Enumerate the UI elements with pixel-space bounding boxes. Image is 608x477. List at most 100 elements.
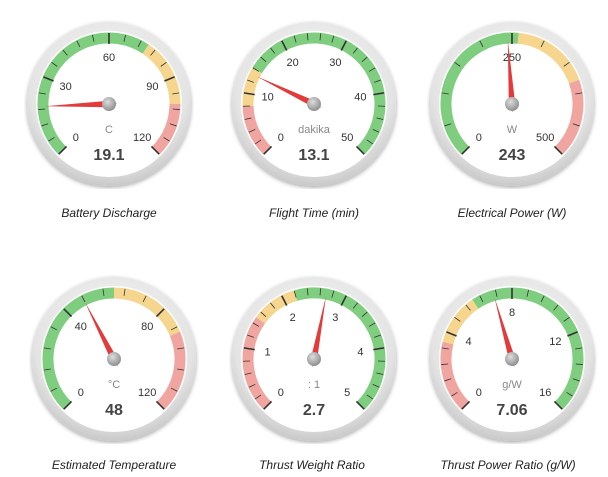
gauge-tick-label: 5	[344, 387, 350, 399]
gauge-title-thrust-weight-ratio: Thrust Weight Ratio	[259, 458, 365, 472]
gauge-value-readout: 7.06	[496, 402, 527, 419]
gauge-minor-tick	[293, 35, 297, 43]
gauge-needle	[310, 296, 326, 367]
gauge-hub	[307, 97, 321, 111]
gauge-tick-label: 0	[278, 387, 284, 399]
gauge-minor-tick	[376, 372, 384, 375]
gauge-needle	[494, 297, 516, 367]
gauge-minor-tick	[177, 347, 185, 350]
gauge-minor-tick	[331, 290, 335, 298]
gauge-tick-label: 90	[146, 81, 158, 93]
gauge-tick-label: 120	[133, 132, 151, 144]
gauge-minor-tick	[293, 290, 297, 298]
gauge-hub	[505, 352, 519, 366]
gauge-major-tick	[553, 400, 563, 410]
gauge-tick-label: 12	[549, 336, 561, 348]
gauge-minor-tick	[41, 123, 49, 127]
gauge-band-yellow	[517, 32, 580, 84]
gauge-needle	[507, 40, 516, 112]
gauge-needle	[256, 76, 322, 108]
gauge-tick-label: 500	[536, 132, 554, 144]
gauge-minor-tick	[366, 139, 373, 145]
gauge-dial: 0 30 60 90 120 C 19.1	[27, 22, 191, 186]
gauge-hub	[107, 352, 121, 366]
gauge-title-battery-discharge: Battery Discharge	[61, 206, 157, 220]
gauge-minor-tick	[361, 56, 368, 62]
gauge-tick-label: 2	[290, 312, 296, 324]
gauge-thrust-power-ratio: 0 4 8 12 16 g/W 7.06	[427, 274, 597, 444]
gauge-tick-label: 30	[59, 81, 71, 93]
gauge-minor-tick	[540, 295, 545, 303]
gauge-minor-tick	[372, 384, 380, 388]
gauge-minor-tick	[444, 378, 452, 382]
gauge-major-tick	[63, 308, 73, 318]
gauge-tick-label: 20	[287, 57, 299, 69]
gauge-minor-tick	[575, 347, 583, 350]
gauge-electrical-power: 0 250 500 W 243	[427, 19, 597, 189]
gauge-major-tick	[355, 145, 365, 155]
gauge-major-tick	[263, 400, 273, 410]
gauge-minor-tick	[38, 92, 46, 95]
gauge-minor-tick	[376, 117, 384, 120]
gauge-minor-tick	[150, 49, 156, 56]
gauge-tick-label: 50	[341, 132, 353, 144]
gauge-needle	[45, 100, 117, 108]
gauge-minor-tick	[76, 40, 81, 48]
gauge-unit-label: : 1	[308, 379, 320, 391]
gauge-major-tick	[567, 331, 578, 337]
gauge-thrust-weight-ratio: 0 1 2 3 4 5: 1 2.7	[229, 274, 399, 444]
gauge-minor-tick	[38, 108, 46, 110]
gauge-major-tick	[63, 400, 73, 410]
gauge-major-tick	[461, 145, 471, 155]
gauge-minor-tick	[575, 92, 583, 95]
gauge-value-readout: 19.1	[93, 147, 124, 164]
gauge-minor-tick	[454, 61, 461, 67]
gauge-needle	[84, 301, 118, 367]
gauge-unit-label: dakika	[298, 124, 331, 136]
gauge-minor-tick	[137, 40, 142, 48]
gauge-minor-tick	[368, 67, 376, 72]
gauge-minor-tick	[81, 295, 86, 303]
gauge-major-tick	[243, 92, 255, 96]
gauge-major-tick	[150, 145, 160, 155]
gauge-minor-tick	[352, 302, 358, 309]
gauge-minor-tick	[451, 392, 458, 397]
gauge-band-yellow	[442, 299, 479, 345]
gauge-minor-tick	[352, 47, 358, 54]
gauge-minor-tick	[479, 40, 484, 48]
gauge-tick-label: 1	[265, 347, 271, 359]
gauge-band-green	[37, 32, 149, 155]
gauge-minor-tick	[123, 34, 126, 42]
gauge-tick-label: 120	[138, 387, 156, 399]
gauge-band-yellow	[142, 44, 181, 105]
gauge-flight-time: 0 10 20 30 40 50 dakika 13.1	[229, 19, 399, 189]
gauge-minor-tick	[172, 108, 180, 110]
gauge-minor-tick	[331, 35, 335, 43]
gauge-battery-discharge: 0 30 60 90 120 C 19.1	[24, 19, 194, 189]
gauge-dial: 0 1 2 3 4 5: 1 2.7	[232, 277, 396, 441]
gauge-dial: 0 250 500 W 243	[430, 22, 594, 186]
gauge-tick-label: 0	[476, 132, 482, 144]
gauge-minor-tick	[306, 33, 309, 41]
gauge-minor-tick	[540, 40, 545, 48]
gauge-minor-tick	[444, 123, 452, 127]
gauge-band-green	[440, 32, 519, 155]
gauge-minor-tick	[169, 123, 177, 127]
gauge-tick-label: 40	[75, 321, 87, 333]
gauge-tick-label: 250	[503, 52, 521, 64]
gauge-minor-tick	[495, 289, 498, 297]
gauge-tick-label: 80	[141, 321, 153, 333]
gauge-tick-label: 8	[509, 307, 515, 319]
gauge-band-red	[151, 103, 181, 155]
gauge-dial: 0 4 8 12 16 g/W 7.06	[430, 277, 594, 441]
gauge-minor-tick	[163, 137, 170, 142]
gauge-major-tick	[58, 145, 68, 155]
gauge-minor-tick	[248, 129, 256, 133]
gauge-major-tick	[446, 331, 457, 337]
gauge-minor-tick	[177, 368, 185, 371]
gauge-minor-tick	[247, 334, 254, 338]
gauge-major-tick	[340, 295, 347, 306]
gauge-dial: 0 40 80 120 °C 48	[32, 277, 196, 441]
gauge-title-electrical-power: Electrical Power (W)	[457, 206, 567, 220]
gauge-minor-tick	[50, 387, 58, 392]
